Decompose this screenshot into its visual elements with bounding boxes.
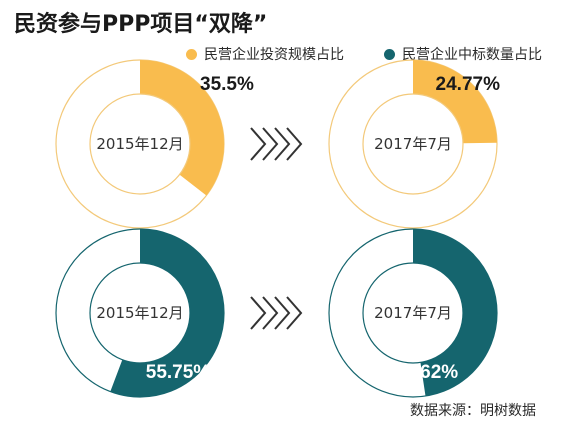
donut-inner-outline xyxy=(362,262,464,364)
donut-center-label: 2015年12月 xyxy=(96,135,183,153)
top-arrow-chevron-1 xyxy=(250,127,267,161)
bottom-arrow-chevron-1 xyxy=(250,296,267,330)
donut-value-arc xyxy=(413,60,497,144)
donut-value-label: 47.62% xyxy=(394,362,459,383)
donut-value-arc xyxy=(140,60,224,196)
donut-value-arc xyxy=(413,229,497,397)
donut-inner-outline xyxy=(362,93,464,195)
chart-title: 民资参与PPP项目“双降” xyxy=(14,12,268,37)
bottom-arrow-chevron-4 xyxy=(286,296,303,330)
top-arrow-chevron-3 xyxy=(274,127,291,161)
donut-inner-outline xyxy=(89,262,191,364)
donut-value-arc xyxy=(110,229,225,398)
legend-label-bids: 民营企业中标数量占比 xyxy=(402,47,542,63)
top-arrow-chevron-4 xyxy=(286,127,303,161)
donut-center-label: 2017年7月 xyxy=(374,135,452,153)
donut-value-label: 24.77% xyxy=(436,74,501,95)
data-source: 数据来源：明树数据 xyxy=(410,403,536,419)
top-arrow-chevron-2 xyxy=(262,127,279,161)
donut-value-label: 55.75% xyxy=(146,362,211,383)
bottom-arrow-chevron-3 xyxy=(274,296,291,330)
legend-item-investment: 民营企业投资规模占比 xyxy=(186,44,344,64)
donut-value-label: 35.5% xyxy=(200,74,254,95)
legend-swatch-teal xyxy=(384,48,395,60)
bottom-arrow-chevron-2 xyxy=(262,296,279,330)
legend-label-investment: 民营企业投资规模占比 xyxy=(204,47,344,63)
donut-center-label: 2015年12月 xyxy=(96,304,183,322)
donut-inner-outline xyxy=(89,93,191,195)
legend-swatch-orange xyxy=(186,48,197,60)
legend-item-bids: 民营企业中标数量占比 xyxy=(384,44,542,64)
donut-center-label: 2017年7月 xyxy=(374,304,452,322)
